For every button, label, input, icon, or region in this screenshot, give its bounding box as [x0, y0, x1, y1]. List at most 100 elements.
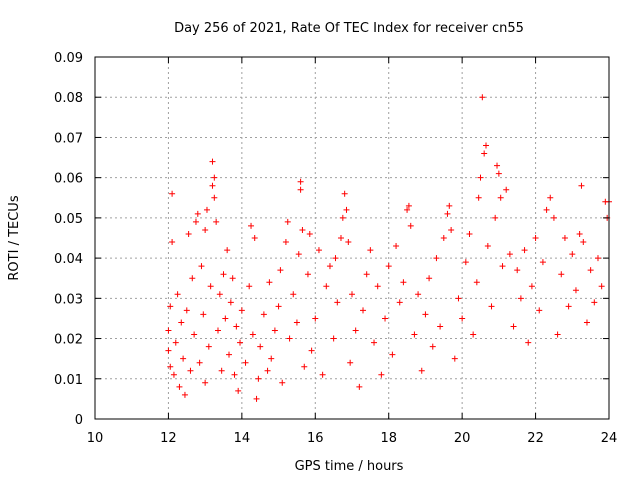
data-point — [415, 291, 422, 298]
data-point — [192, 218, 199, 225]
data-point — [411, 331, 418, 338]
data-point — [532, 235, 539, 241]
data-point — [547, 194, 554, 201]
data-point — [183, 307, 190, 314]
data-point — [466, 230, 473, 237]
data-point — [255, 375, 262, 382]
data-point — [209, 182, 216, 189]
data-point — [393, 243, 400, 250]
data-point — [455, 295, 462, 302]
data-point — [213, 218, 220, 225]
data-point — [279, 379, 286, 386]
y-tick-label: 0.05 — [54, 212, 83, 227]
data-point — [451, 355, 458, 362]
x-tick-label: 24 — [601, 431, 618, 446]
data-point — [268, 355, 275, 362]
data-point — [218, 367, 225, 374]
x-tick-label: 12 — [160, 431, 177, 446]
x-tick-label: 22 — [527, 431, 544, 446]
data-point — [378, 371, 385, 378]
data-point — [444, 210, 451, 217]
data-point — [550, 214, 557, 221]
data-point — [187, 367, 194, 374]
data-point — [561, 235, 568, 241]
data-point — [506, 251, 513, 258]
data-point — [356, 383, 363, 390]
y-tick-label: 0.01 — [54, 373, 83, 388]
data-point — [347, 359, 354, 366]
data-point — [396, 299, 403, 306]
data-point — [264, 367, 271, 374]
data-point — [308, 347, 315, 354]
data-point — [176, 383, 183, 390]
data-point — [167, 363, 174, 370]
data-point — [198, 263, 205, 270]
y-tick-label: 0 — [75, 413, 83, 428]
data-point — [339, 214, 346, 221]
data-point — [404, 206, 411, 213]
data-point — [528, 283, 535, 290]
data-point — [227, 299, 234, 306]
data-point — [495, 170, 502, 177]
data-point — [211, 174, 218, 181]
data-point — [459, 315, 466, 322]
chart-title: Day 256 of 2021, Rate Of TEC Index for r… — [174, 21, 524, 36]
data-point — [488, 303, 495, 310]
data-point — [352, 327, 359, 334]
data-point — [578, 182, 585, 189]
y-tick-label: 0.08 — [54, 91, 83, 106]
data-point — [494, 162, 501, 169]
data-point — [194, 210, 201, 217]
data-point — [539, 259, 546, 266]
data-point — [583, 319, 590, 326]
data-point — [282, 239, 289, 246]
data-point — [503, 186, 510, 193]
data-point — [222, 315, 229, 322]
data-point — [587, 267, 594, 274]
y-tick-label: 0.06 — [54, 172, 83, 187]
data-point — [257, 343, 264, 350]
data-point — [214, 327, 221, 334]
points-layer — [165, 94, 612, 402]
data-point — [576, 230, 583, 237]
data-point — [433, 255, 440, 262]
data-point — [286, 335, 293, 342]
data-point — [475, 194, 482, 201]
data-point — [558, 271, 565, 278]
data-point — [249, 331, 256, 338]
x-axis-label: GPS time / hours — [295, 459, 404, 474]
data-point — [330, 335, 337, 342]
data-point — [569, 251, 576, 258]
y-tick-label: 0.04 — [54, 252, 83, 267]
data-point — [178, 319, 185, 326]
data-point — [341, 190, 348, 197]
data-point — [301, 363, 308, 370]
data-point — [284, 218, 291, 225]
data-point — [238, 307, 245, 314]
data-point — [205, 343, 212, 350]
data-point — [293, 319, 300, 326]
data-point — [426, 275, 433, 282]
data-point — [220, 271, 227, 278]
data-point — [332, 255, 339, 262]
data-point — [248, 222, 255, 229]
y-tick-label: 0.03 — [54, 292, 83, 307]
data-point — [203, 206, 210, 213]
data-point — [510, 323, 517, 330]
data-point — [172, 339, 179, 346]
data-point — [448, 226, 455, 233]
data-point — [180, 355, 187, 362]
data-point — [349, 291, 355, 298]
data-point — [371, 339, 378, 346]
data-point — [306, 230, 313, 237]
data-point — [462, 259, 469, 266]
data-point — [323, 283, 330, 290]
data-point — [169, 239, 176, 246]
data-point — [385, 263, 392, 270]
data-point — [251, 235, 258, 241]
data-point — [295, 251, 302, 258]
data-point — [367, 247, 374, 254]
data-point — [277, 267, 284, 274]
data-point — [266, 279, 273, 286]
